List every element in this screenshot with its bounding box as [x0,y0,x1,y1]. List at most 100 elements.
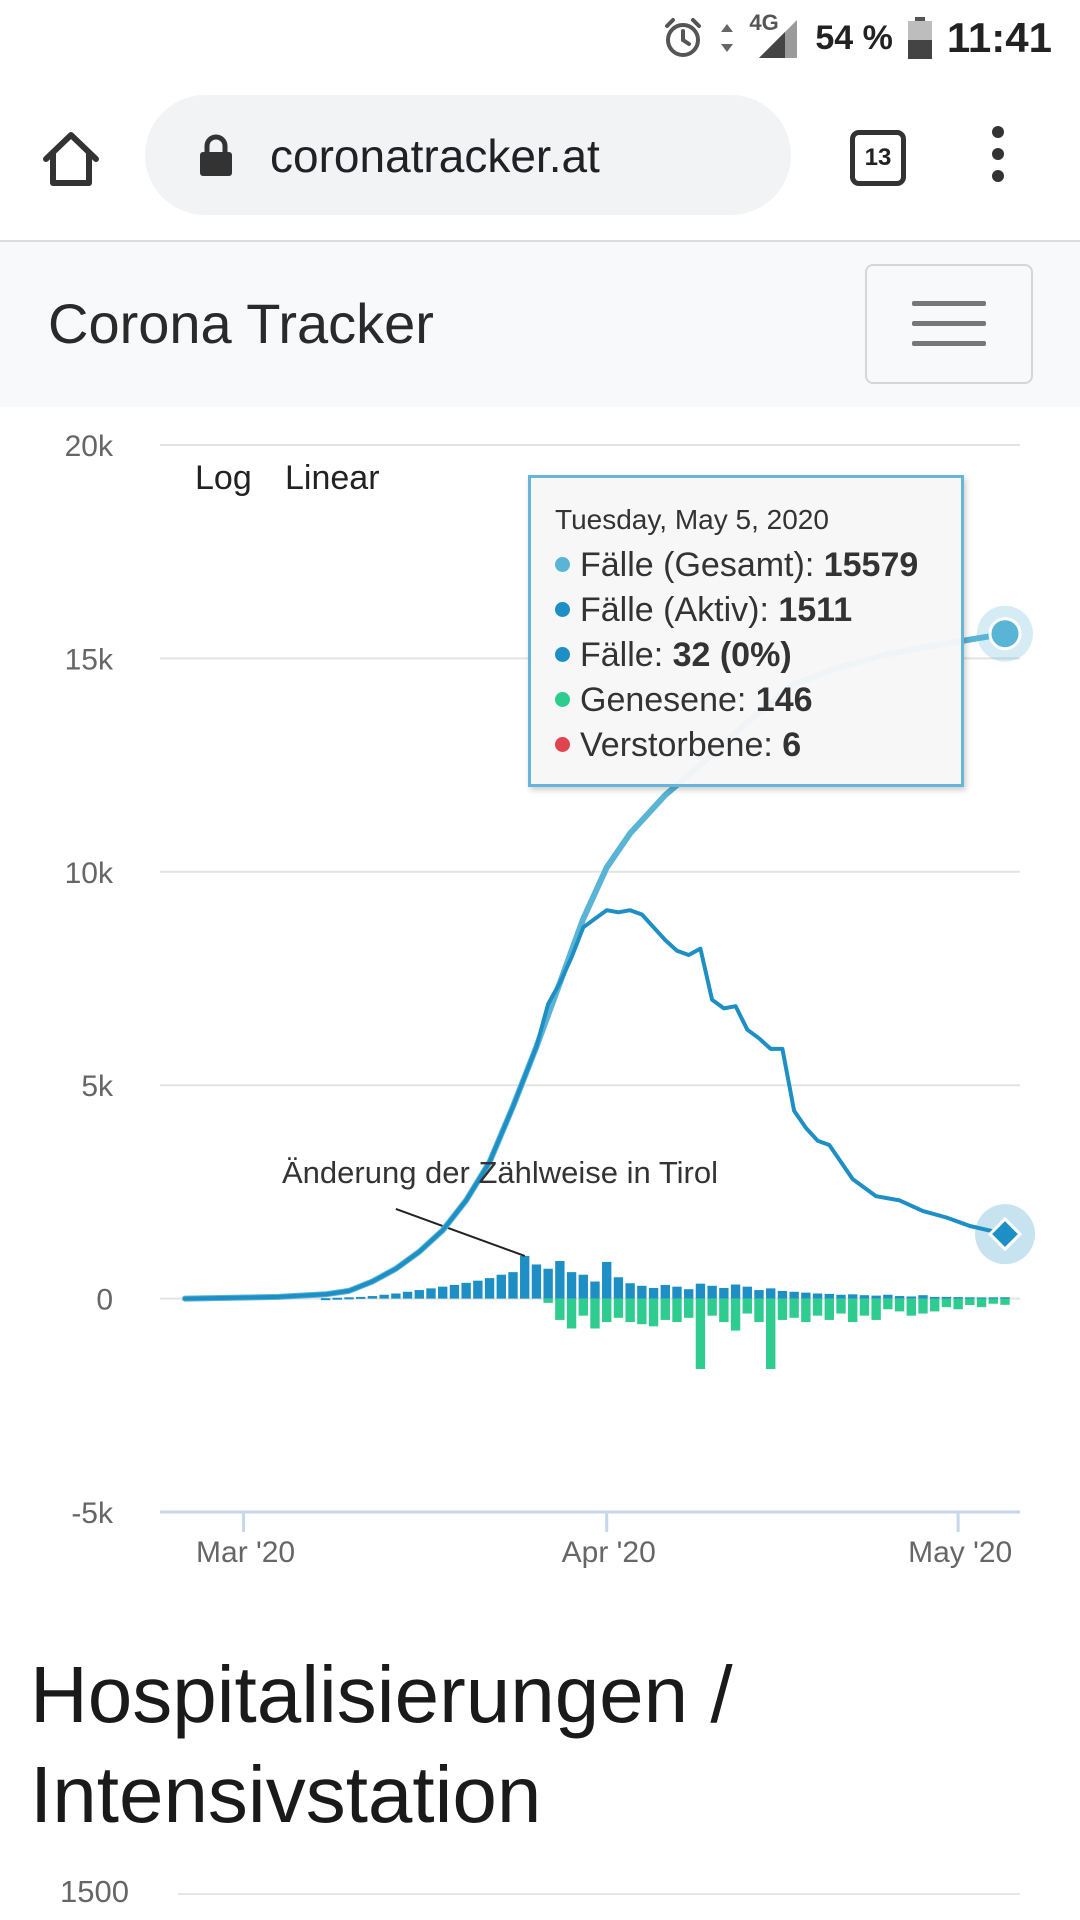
new-cases-bar [988,1297,998,1300]
tooltip-value: 32 (0%) [672,636,792,674]
recovered-bar [965,1298,975,1306]
tooltip-value: 15579 [823,546,919,584]
recovered-bar [906,1298,916,1316]
recovered-bar [777,1298,788,1320]
new-cases-bar [672,1286,682,1299]
new-cases-bar [930,1296,940,1299]
more-vert-icon[interactable] [983,126,1013,186]
recovered-bar [648,1298,659,1327]
tooltip-value: 1511 [778,591,853,629]
site-navbar: Corona Tracker [0,242,1080,407]
new-cases-bar [320,1298,331,1301]
new-cases-bar [637,1285,647,1299]
data-arrows-icon [721,24,734,52]
tooltip-row-verstorbene: Verstorbene: 6 [555,726,801,765]
new-cases-bar [883,1294,893,1299]
new-cases-bar [356,1296,366,1299]
new-cases-bar [531,1264,542,1299]
recovered-bar [660,1298,670,1320]
recovered-bar [730,1298,741,1331]
recovered-bar [672,1298,682,1323]
alarm-icon [665,18,702,57]
home-icon[interactable] [38,125,104,191]
new-cases-bar [824,1293,834,1299]
new-cases-bar [379,1294,389,1299]
total-cases-marker [988,617,1022,651]
recovered-bar [789,1298,799,1318]
tooltip-value: 6 [782,726,802,764]
x-tick-label: May '20 [908,1536,1012,1569]
url-text[interactable]: coronatracker.at [270,130,600,182]
new-cases-bar [941,1296,952,1299]
new-cases-bar [402,1291,413,1299]
new-cases-bar [332,1297,342,1300]
new-cases-bar [473,1280,483,1299]
new-cases-bar [836,1294,846,1299]
new-cases-bar [660,1284,670,1299]
new-cases-bar [613,1277,624,1299]
linear-scale-button[interactable]: Linear [285,459,380,497]
network-type: 4G [749,10,779,35]
new-cases-bar [766,1288,776,1299]
new-cases-bar [953,1297,963,1300]
recovered-bar [894,1298,905,1312]
chart2-gridline [178,1893,1020,1895]
log-scale-button[interactable]: Log [195,459,252,497]
tooltip-label: Fälle (Aktiv): [580,591,779,629]
new-cases-bar [496,1274,506,1299]
battery-icon [907,17,932,59]
y-tick-label: 0 [96,1284,113,1317]
navbar-toggle-button[interactable] [865,264,1033,384]
tooltip-value: 146 [755,681,813,719]
section-title-line2: Intensivstation [30,1750,542,1839]
recovered-bar [918,1298,928,1314]
new-cases-bar [812,1293,823,1299]
recovered-bar [812,1298,823,1316]
recovered-bar [566,1298,577,1329]
new-cases-bar [789,1291,799,1299]
new-cases-bar [484,1278,495,1299]
y-tick-label: -5k [71,1497,114,1530]
lock-icon [200,134,232,176]
tooltip-label: Genesene: [580,681,756,719]
recovered-bar [719,1298,729,1323]
new-cases-bar [707,1285,717,1299]
new-cases-bar [719,1287,729,1299]
new-cases-bar [578,1274,588,1299]
section-title: Hospitalisierungen / Intensivstation [30,1645,733,1845]
new-cases-bar [555,1261,565,1299]
y-tick-label: 15k [65,643,114,676]
new-cases-bar [344,1297,354,1300]
new-cases-bar [391,1293,401,1299]
site-brand[interactable]: Corona Tracker [48,292,434,355]
hamburger-line [912,321,986,326]
new-cases-bar [801,1292,811,1299]
recovered-bar [742,1298,752,1314]
chart2-y-tick: 1500 [60,1874,129,1909]
new-cases-bar [461,1282,471,1299]
annotation-leader-line [395,1208,526,1257]
active-cases-marker [987,1216,1023,1252]
recovered-bar [695,1298,706,1370]
x-tick-label: Apr '20 [562,1536,656,1569]
address-bar[interactable]: coronatracker.at [145,95,791,215]
signal-icon [759,20,798,58]
new-cases-bar [754,1290,764,1299]
recovered-bar [590,1298,600,1329]
section-title-line1: Hospitalisierungen / [30,1650,733,1739]
tabs-button[interactable]: 13 [850,130,906,186]
recovered-bar [637,1298,647,1325]
new-cases-bar [906,1296,916,1299]
tooltip-date: Tuesday, May 5, 2020 [555,504,829,535]
new-cases-bar [520,1255,530,1299]
recovered-bar [602,1298,612,1323]
new-cases-bar [625,1283,635,1299]
recovered-bar [707,1298,717,1316]
hamburger-icon [912,301,986,306]
active-cases-line [183,908,1007,1301]
recovered-bar [930,1298,940,1312]
browser-toolbar: coronatracker.at 13 [0,75,1080,242]
x-tick-label: Mar '20 [196,1536,295,1569]
new-cases-bar [449,1284,460,1299]
recovered-bar [848,1298,858,1323]
